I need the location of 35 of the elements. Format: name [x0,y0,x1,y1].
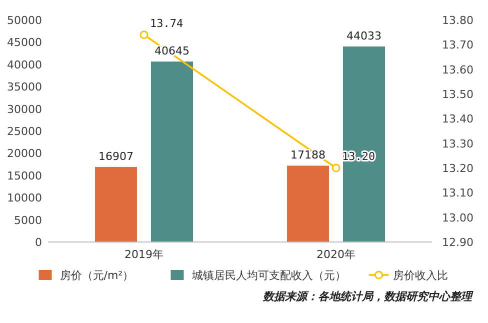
y-tick-label: 5000 [14,214,42,227]
bar [151,62,193,242]
data-label: 44033 [346,29,382,42]
bar [287,166,329,242]
y2-tick-label: 13.60 [442,63,474,76]
bar [343,46,385,242]
y-tick-label: 45000 [7,36,42,50]
legend-label: 城镇居民人均可支配收入（元） [190,269,346,282]
x-tick-label: 2019年 [124,248,164,261]
legend-label: 房价（元/m²） [60,269,134,282]
y2-tick-label: 13.70 [442,38,474,52]
y-tick-label: 30000 [7,102,42,116]
bar [95,166,137,242]
y-tick-label: 25000 [7,125,42,138]
y-tick-label: 20000 [7,147,42,160]
data-label: 16907 [98,150,134,163]
data-label: 13.20 [342,150,376,163]
y-tick-label: 40000 [7,58,42,72]
data-label: 13.74 [150,16,184,30]
source-note: 数据来源：各地统计局，数据研究中心整理 [262,290,474,303]
y2-tick-label: 13.50 [442,88,474,101]
y2-tick-label: 13.40 [442,112,474,126]
y2-tick-label: 12.90 [442,236,474,249]
y2-tick-label: 13.30 [442,137,474,150]
y-tick-label: 35000 [7,80,42,94]
y2-tick-label: 13.20 [442,162,474,175]
y2-tick-label: 13.00 [442,211,474,224]
y-tick-label: 50000 [7,14,42,27]
y-tick-label: 15000 [7,169,42,182]
x-tick-label: 2020年 [316,248,356,261]
y2-tick-label: 13.80 [442,14,474,27]
y-tick-label: 10000 [7,192,42,205]
legend-label: 房价收入比 [392,269,448,282]
y2-tick-label: 13.10 [442,186,474,200]
y-tick-label: 0 [35,236,42,249]
